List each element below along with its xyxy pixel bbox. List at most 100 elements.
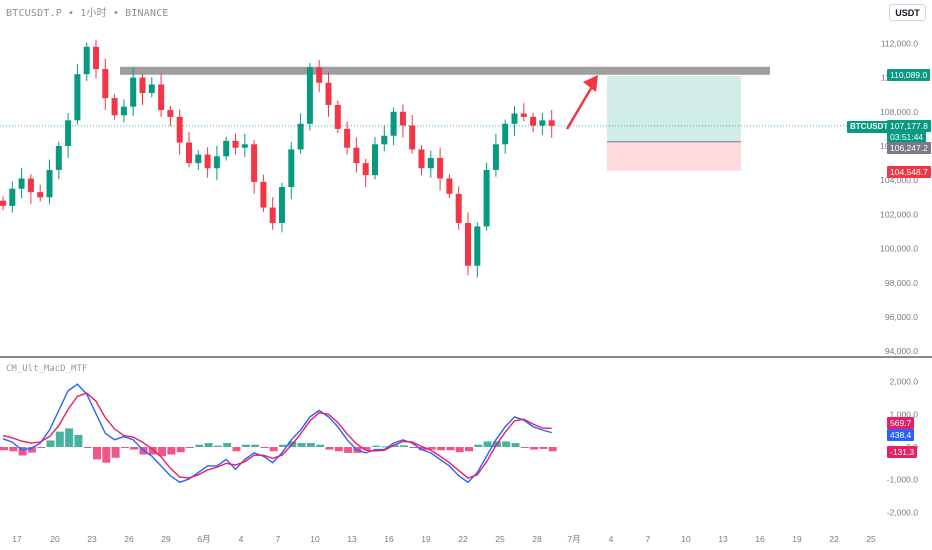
resistance-zone [120,66,770,75]
candle [176,116,183,143]
histogram-bar [55,431,64,447]
indicator-name[interactable]: CM_Ult_MacD_MTF [6,364,88,374]
candle [232,140,239,148]
exchange-label: BINANCE [125,8,169,19]
histogram-bar [372,445,380,447]
histogram-bar [418,447,427,451]
arrow-head [583,75,598,92]
histogram-bar [65,428,74,447]
histogram-bar [316,444,325,447]
candle [502,123,509,145]
symbol-name[interactable]: BTCUSDT.P [6,8,62,19]
candle [316,67,323,83]
histogram-bar [334,447,343,452]
time-axis-label: 16 [755,534,765,544]
histogram-bar [213,445,222,447]
histogram-bar [27,447,36,453]
histogram-bar [511,443,520,447]
histogram-bar [502,441,511,447]
histogram-bar [232,447,241,452]
macd-axis-label: -2,000.0 [887,507,918,517]
candle [288,149,295,188]
candle [437,157,444,179]
histogram-bar [465,447,473,452]
macd-axis-label: 1,000.0 [890,409,919,419]
signal-line [2,392,552,479]
candle [65,120,72,146]
histogram-bar [344,447,353,453]
price-axis-label: 100,000.0 [880,244,918,254]
time-axis-label: 19 [792,534,802,544]
candle [455,193,462,223]
histogram-bar [148,447,157,455]
price-axis-label: 98,000.0 [885,278,918,288]
candle [148,84,155,93]
candle [334,104,341,129]
entry-price-tag: 106,247.2 [887,142,931,154]
candle [446,178,453,194]
candle [55,146,62,170]
price-axis-label: 96,000.0 [885,312,918,322]
candle [9,188,16,206]
histogram-bar [260,447,269,448]
histogram-bar [186,447,194,448]
candle [167,110,174,117]
time-axis-label: 7月 [567,534,580,544]
candle [511,113,518,124]
histogram-bar [120,447,129,448]
candle [0,200,6,206]
candle [241,144,248,148]
histogram-bar [446,447,455,451]
candle [223,140,230,157]
candle [306,67,313,124]
candle [120,106,127,116]
candle [474,226,481,266]
candle [213,156,220,169]
time-axis-label: 6月 [197,534,210,544]
candle [520,113,527,117]
candle [251,144,258,182]
long-position-profit-zone [607,76,741,142]
candle [353,147,360,164]
candle [418,149,425,169]
candle [399,111,406,126]
time-axis-label: 10 [681,534,691,544]
histogram-bar [93,447,101,460]
histogram-bar [437,447,446,451]
time-axis-label: 23 [87,534,97,544]
histogram-bar [269,447,278,452]
histogram-bar [306,443,315,447]
long-position-loss-zone [607,141,741,171]
candle [158,84,165,111]
time-axis-label: 28 [532,534,542,544]
histogram-bar [9,447,18,452]
time-axis-label: 22 [458,534,468,544]
histogram-value-tag: -131.3 [887,446,918,458]
candle [409,125,416,150]
histogram-bar [381,446,390,448]
candle [465,222,471,266]
time-axis-label: 17 [12,534,22,544]
symbol-price-label: BTCUSDT.P [847,121,898,133]
time-axis-label: 19 [421,534,431,544]
histogram-bar [46,440,55,447]
candle [195,154,202,164]
price-axis-label: 94,000.0 [885,346,918,356]
currency-button[interactable]: USDT [889,4,926,21]
histogram-bar [102,447,111,463]
time-axis-label: 7 [646,534,651,544]
interval-label[interactable]: 1小时 [80,8,107,19]
candle [18,178,25,189]
histogram-bar [83,447,92,448]
histogram-bar [167,447,176,455]
histogram-bar [176,447,185,453]
time-axis-label: 22 [829,534,839,544]
arrow-shaft [565,84,595,130]
price-axis-label: 104,000.0 [880,175,918,185]
histogram-bar [520,447,529,448]
time-axis-label: 20 [50,534,60,544]
candle [111,98,118,116]
time-axis-label: 13 [347,534,357,544]
histogram-bar [111,447,120,458]
